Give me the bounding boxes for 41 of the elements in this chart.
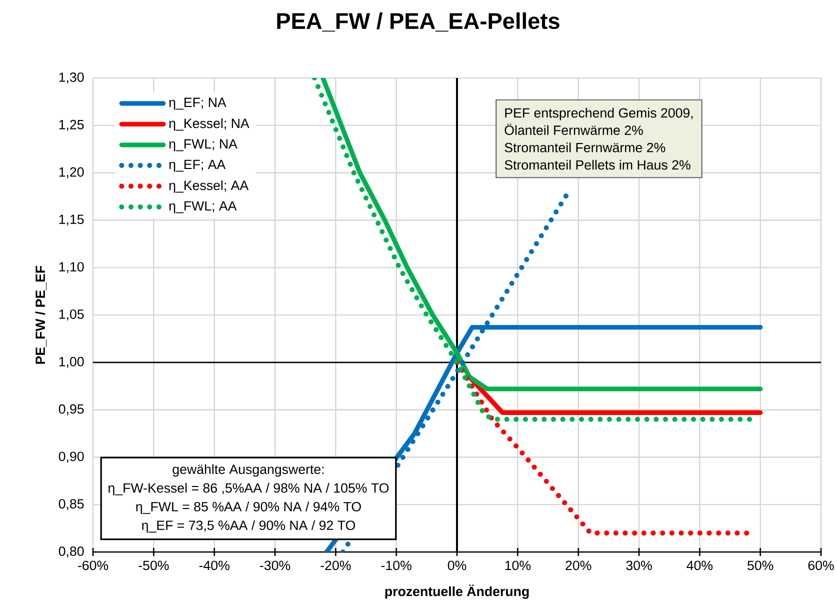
annotation: gewählte Ausgangswerte: [172,464,324,477]
legend-label: η_FWL; AA [169,201,237,214]
annotation: Stromanteil Pellets im Haus 2% [504,160,690,170]
chart-title: PEA_FW / PEA_EA-Pellets [277,12,560,32]
x-tick-label: 20% [566,560,592,570]
x-axis-title: prozentuelle Änderung [385,584,529,599]
legend-label: η_FWL; NA [169,139,238,152]
legend-label: η_EF; NA [169,98,226,110]
y-tick-label: 1,00 [59,356,84,368]
x-tick-label: 40% [686,560,713,570]
y-tick-label: 1,30 [59,72,84,84]
x-tick-label: 10% [505,560,531,570]
y-tick-label: 1,05 [59,309,84,321]
legend-label: η_EF; AA [169,160,226,172]
legend-label: η_Kessel; AA [169,180,249,193]
annotation: PEF entsprechend Gemis 2009, [505,108,693,120]
x-tick-label: -30% [260,560,290,570]
y-tick-label: 1,25 [59,120,84,131]
x-tick-label: 30% [626,560,652,570]
annotation: η_EF = 73,5 %AA / 90% NA / 92 TO [142,520,356,533]
legend-label: η_Kessel; NA [169,118,250,131]
y-tick-label: 0,85 [58,499,84,510]
annotation: η_FWL = 85 %AA / 90% NA / 94% TO [136,502,361,514]
y-tick-label: 1,20 [59,167,84,178]
x-tick-label: 0% [448,560,466,570]
annotation: Stromanteil Fernwärme 2% [504,142,666,152]
y-tick-label: 0,90 [58,452,84,463]
x-tick-label: -50% [138,560,169,570]
y-axis-title: PE_FW / PE_EF [35,266,47,364]
y-tick-label: 0,80 [58,546,84,558]
x-tick-label: 50% [748,560,774,570]
annotation: Ölanteil Fernwärme 2% [504,124,643,135]
annotation: η_FW-Kessel = 86 ,5%AA / 98% NA / 105% TO [108,482,389,496]
x-tick-label: -40% [199,560,230,570]
x-tick-label: -10% [381,560,412,570]
x-tick-label: -20% [320,560,351,570]
x-tick-label: -60% [78,560,108,570]
x-tick-label: 60% [808,560,834,570]
y-tick-label: 0,95 [58,404,84,416]
y-tick-label: 1,15 [59,214,84,226]
y-tick-label: 1,10 [59,262,84,274]
